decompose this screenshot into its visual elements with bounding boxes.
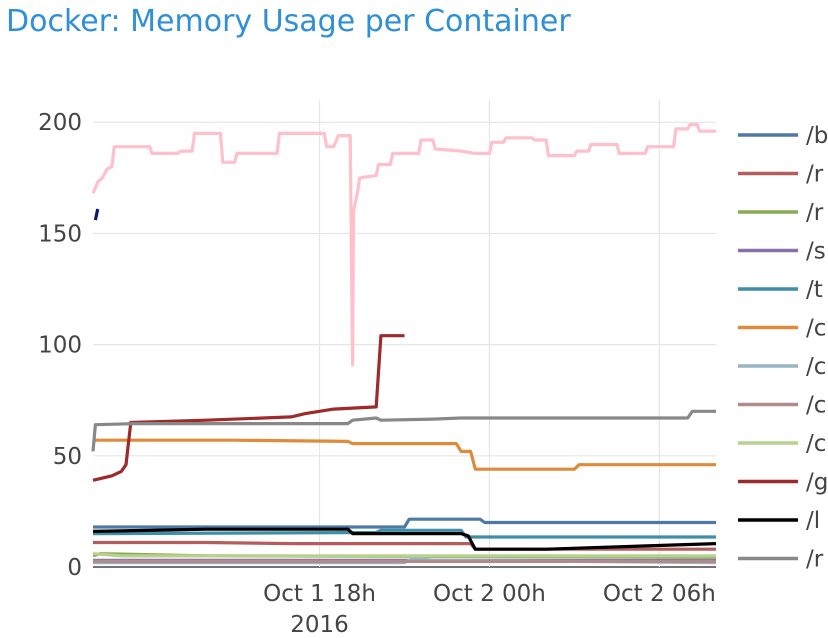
x-tick-label: Oct 2 00h [433, 581, 546, 607]
y-tick-label: 100 [38, 333, 82, 359]
y-tick-label: 200 [38, 110, 82, 136]
y-tick-label: 150 [38, 221, 82, 247]
series-line-5 [93, 438, 716, 471]
legend-label: /c [806, 393, 826, 419]
series-line-8 [92, 552, 716, 558]
grid-layer [93, 100, 716, 568]
axis-layer: 0 50 100 150 200 Oct 1 18h 2016 Oct 2 00h Oct 2 … [38, 110, 716, 638]
series-layer [91, 122, 717, 565]
legend-label: /c [806, 316, 826, 342]
series-line-9 [92, 334, 405, 482]
series-line-11 [91, 409, 716, 452]
x-tick-sublabel: 2016 [290, 612, 349, 638]
legend-label: /l [806, 508, 820, 534]
chart-title: Docker: Memory Usage per Container [6, 4, 571, 39]
x-tick-label: Oct 1 18h [263, 581, 376, 607]
series-line-13 [93, 208, 100, 221]
legend-label: /t [806, 277, 823, 303]
series-line-0 [93, 517, 716, 529]
legend-label: /r [806, 200, 824, 226]
legend-label: /s [806, 239, 826, 265]
legend-label: /g [806, 470, 828, 496]
legend-label: /c [806, 354, 826, 380]
series-line-4 [92, 528, 716, 539]
legend-layer: /b/r/r/s/t/c/c/c/c/g/l/r [738, 123, 828, 573]
legend-label: /r [806, 162, 824, 188]
legend-label: /r [806, 547, 824, 573]
series-line-10 [92, 527, 717, 551]
y-tick-label: 50 [53, 444, 82, 470]
legend-label: /c [806, 431, 826, 457]
series-line-12 [91, 122, 716, 367]
legend-label: /b [806, 123, 828, 149]
y-tick-label: 0 [67, 555, 82, 581]
x-tick-label: Oct 2 06h [603, 581, 716, 607]
